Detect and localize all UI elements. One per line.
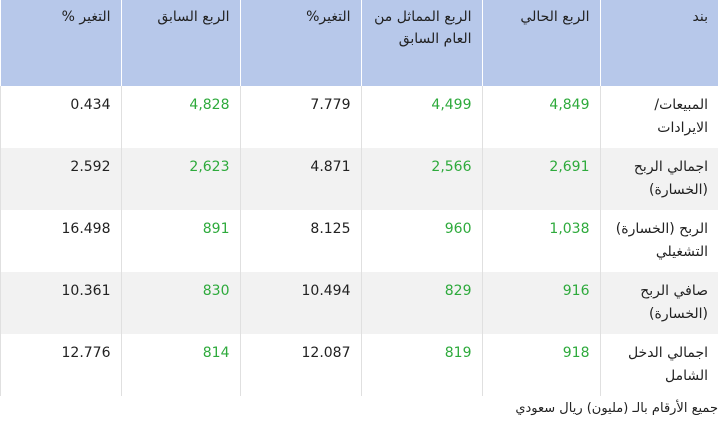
column-header: بند: [599, 0, 718, 86]
header-row: بند الربع الحالي الربع المماثل من العام ال…: [0, 0, 718, 86]
cell: 10.361: [0, 272, 121, 334]
table-row: صافي الربح (الخسارة) 916 829 10.494 830 10.36…: [0, 272, 718, 334]
cell: 4.871: [239, 148, 361, 210]
cell: 12.087: [239, 334, 361, 396]
row-label: اجمالي الدخل الشامل: [599, 334, 718, 396]
row-label: المبيعات/ الايرادات: [599, 86, 718, 148]
cell: 2,566: [360, 148, 482, 210]
cell: 4,828: [120, 86, 240, 148]
table-row: الربح (الخسارة) التشغيلي 1,038 960 8.125 891…: [0, 210, 718, 272]
column-header: الربع السابق: [120, 0, 240, 86]
cell: 12.776: [0, 334, 121, 396]
table-row: اجمالي الدخل الشامل 918 819 12.087 814 12.776: [0, 334, 718, 396]
table-row: المبيعات/ الايرادات 4,849 4,499 7.779 4,828 0…: [0, 86, 718, 148]
cell: 4,499: [360, 86, 482, 148]
cell: 829: [360, 272, 482, 334]
cell: 0.434: [0, 86, 121, 148]
cell: 4,849: [481, 86, 600, 148]
column-header: التغير%: [239, 0, 361, 86]
footnote: جميع الأرقام بالـ (مليون) ريال سعودي: [515, 401, 718, 416]
row-label: الربح (الخسارة) التشغيلي: [599, 210, 718, 272]
cell: 7.779: [239, 86, 361, 148]
cell: 891: [120, 210, 240, 272]
table-wrap: بند الربع الحالي الربع المماثل من العام ال…: [0, 0, 718, 396]
cell: 830: [120, 272, 240, 334]
cell: 16.498: [0, 210, 121, 272]
table-body: المبيعات/ الايرادات 4,849 4,499 7.779 4,828 0…: [0, 86, 718, 396]
row-label: اجمالي الربح (الخسارة): [599, 148, 718, 210]
cell: 2.592: [0, 148, 121, 210]
row-label: صافي الربح (الخسارة): [599, 272, 718, 334]
cell: 814: [120, 334, 240, 396]
column-header: الربع المماثل من العام السابق: [360, 0, 482, 86]
cell: 819: [360, 334, 482, 396]
table-row: اجمالي الربح (الخسارة) 2,691 2,566 4.871 2,6…: [0, 148, 718, 210]
cell: 960: [360, 210, 482, 272]
cell: 8.125: [239, 210, 361, 272]
cell: 1,038: [481, 210, 600, 272]
results-table: بند الربع الحالي الربع المماثل من العام ال…: [0, 0, 718, 396]
cell: 916: [481, 272, 600, 334]
cell: 2,623: [120, 148, 240, 210]
column-header: الربع الحالي: [481, 0, 600, 86]
cell: 10.494: [239, 272, 361, 334]
cell: 918: [481, 334, 600, 396]
cell: 2,691: [481, 148, 600, 210]
column-header: التغير %: [0, 0, 121, 86]
